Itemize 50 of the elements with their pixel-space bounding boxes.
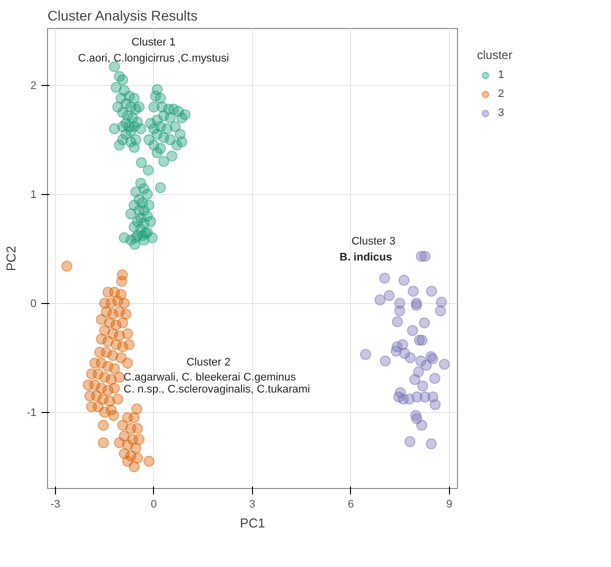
point	[417, 380, 428, 392]
legend-label: 2	[498, 88, 506, 100]
y-tick-label: 0	[30, 298, 37, 310]
legend-title: cluster	[477, 48, 514, 62]
point	[392, 316, 403, 328]
point	[416, 334, 428, 346]
x-tick-label: 6	[348, 498, 354, 510]
point	[416, 420, 428, 431]
y-axis-title: PC2	[4, 246, 19, 272]
chart-title: Cluster Analysis Results	[48, 8, 198, 24]
point	[379, 272, 390, 284]
y-tick-label: 1	[30, 189, 37, 202]
x-axis-title: PC1	[240, 516, 266, 530]
annotation: C.agarwali, C. bleekerai C.geminus	[124, 372, 296, 384]
point	[398, 274, 410, 286]
point	[434, 305, 446, 316]
point	[430, 399, 441, 410]
x-tick-label: 3	[249, 498, 256, 510]
legend-label: 1	[498, 69, 506, 81]
point	[420, 360, 432, 371]
annotation: Cluster 1	[131, 36, 176, 48]
point	[418, 317, 430, 328]
annotation: C. n.sp., C.sclerovaginalis, C.tukarami	[124, 384, 310, 396]
point	[408, 286, 419, 297]
point	[426, 286, 438, 297]
annotation: C.aori, C.longicirrus ,C.mystusi	[78, 52, 229, 64]
point	[407, 324, 418, 336]
annotation: Cluster 3	[351, 236, 396, 248]
point	[394, 305, 406, 316]
point	[360, 348, 372, 360]
point	[404, 436, 416, 448]
point	[409, 374, 420, 385]
point	[374, 294, 386, 306]
x-tick-label: 9	[446, 498, 452, 510]
legend-label: 3	[498, 107, 506, 119]
x-tick-label: 0	[150, 498, 157, 510]
point	[384, 290, 395, 302]
y-tick-label: 2	[30, 80, 37, 92]
point	[429, 372, 440, 384]
point	[426, 438, 437, 450]
y-tick-label: -1	[26, 407, 36, 420]
point	[404, 352, 416, 364]
point	[438, 358, 450, 370]
point	[436, 296, 447, 308]
point	[420, 250, 430, 262]
annotation: Cluster 2	[186, 356, 231, 368]
annotation: B. indicus	[340, 252, 392, 264]
point	[380, 355, 391, 366]
x-tick-label: -3	[50, 498, 60, 510]
point	[390, 346, 402, 357]
